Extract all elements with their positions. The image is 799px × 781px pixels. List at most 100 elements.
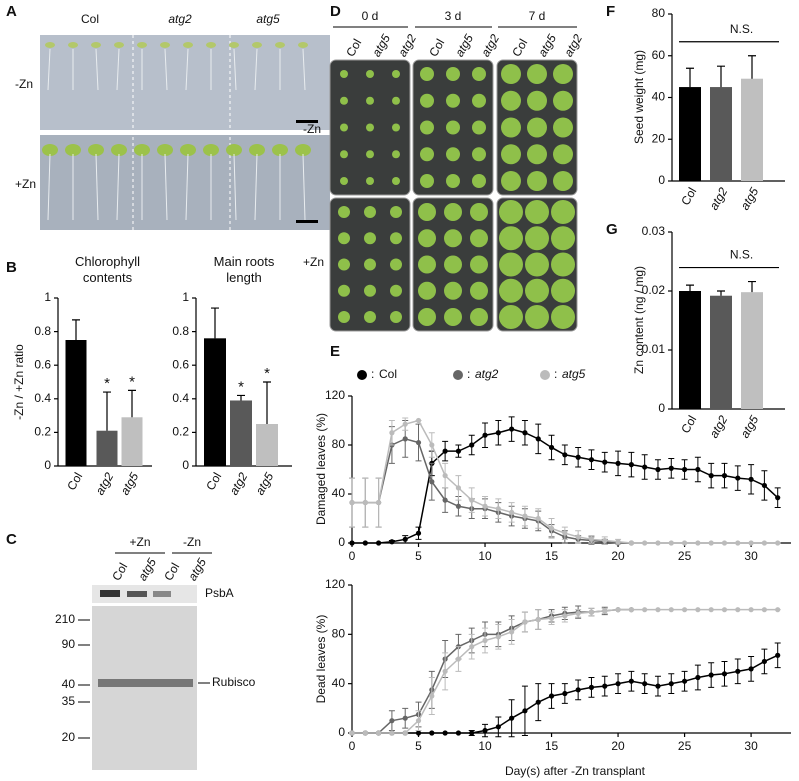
panel-letter: G [606,221,618,238]
rosette [392,70,400,78]
data-point [695,466,701,473]
rosette [366,123,374,132]
rosette [364,232,376,245]
y-tick-label: 0 [182,458,189,472]
rosette [338,232,350,245]
seedling [137,42,147,48]
data-point [349,540,355,546]
data-point [642,681,648,687]
data-point [721,671,728,677]
x-axis-label: Day(s) after -Zn transplant [505,764,646,778]
timepoint-label: 0 d [362,9,379,23]
error-bar [686,67,694,88]
rosette [366,96,374,105]
data-point [469,644,475,650]
error-bar [748,55,756,79]
scale-bar [296,120,318,123]
data-point [548,525,555,531]
seedling [160,42,170,48]
band [153,591,171,597]
x-tick-label: 0 [349,549,356,563]
panel-letter: C [6,531,17,548]
data-point [535,515,541,522]
root [254,153,258,221]
marker-label: 40 [62,677,76,691]
seedling [65,144,81,156]
significance-mark: * [129,373,135,390]
rosette [420,120,434,135]
seedling [272,144,288,156]
y-axis-label: -Zn / +Zn ratio [12,344,26,420]
legend-marker [357,370,367,380]
rosette [340,123,348,132]
y-tick-label: 0.2 [34,425,51,439]
rosette [501,171,521,191]
data-point [495,506,501,512]
scale-bar [296,220,318,223]
rosette [444,229,462,248]
rosette [499,200,523,224]
data-point [721,607,728,613]
rosette [551,252,575,277]
plate-minus-zn [40,35,330,130]
panel-d-photo [329,26,578,332]
rosette [501,90,521,111]
chart-title: Main roots length [213,254,275,285]
data-point [602,459,608,465]
data-point [495,724,501,730]
rosette [338,311,350,323]
rosette [364,284,376,297]
rosette [446,174,460,188]
data-point [708,473,714,479]
bar [741,292,763,409]
data-point [548,693,555,699]
error-bar [748,280,756,293]
data-point [615,539,621,545]
data-point [402,730,408,736]
rosette [472,147,486,162]
error-bar [717,65,725,88]
y-tick-label: 0.2 [172,425,189,439]
rosette [472,67,486,81]
rosette [501,117,521,138]
error-bar [72,319,80,340]
data-point [415,417,422,424]
data-point [615,607,621,613]
data-point [389,718,395,724]
data-point [748,666,754,672]
rosette [499,305,523,329]
data-point [522,619,528,625]
rosette [390,206,402,218]
bar [679,291,701,409]
row-label: -Zn [303,122,321,136]
data-point [655,683,661,689]
y-tick-label: 0 [658,401,665,415]
panel-letter: F [606,3,615,20]
data-point [482,503,488,509]
rosette [501,144,521,165]
data-point [402,536,408,542]
rosette [551,305,575,329]
data-point [469,730,475,736]
data-point [376,730,382,736]
data-point [455,503,462,509]
rosette [366,177,374,185]
data-point [522,513,528,519]
data-point [748,540,754,546]
marker-label: 210 [55,612,75,626]
y-axis-label: Damaged leaves (%) [314,413,328,525]
chart-title: Chlorophyll contents [74,254,141,285]
data-point [389,539,395,545]
data-point [735,607,741,613]
seedling [229,42,239,48]
root [185,153,189,221]
data-point [588,457,595,463]
rosette [553,117,573,138]
data-point [562,690,568,697]
y-tick-label: 0 [338,535,345,549]
y-tick-label: 0.6 [172,357,189,371]
panel-letter: A [6,3,17,20]
seedling [134,144,150,156]
data-point [775,495,781,501]
data-point [535,699,541,705]
